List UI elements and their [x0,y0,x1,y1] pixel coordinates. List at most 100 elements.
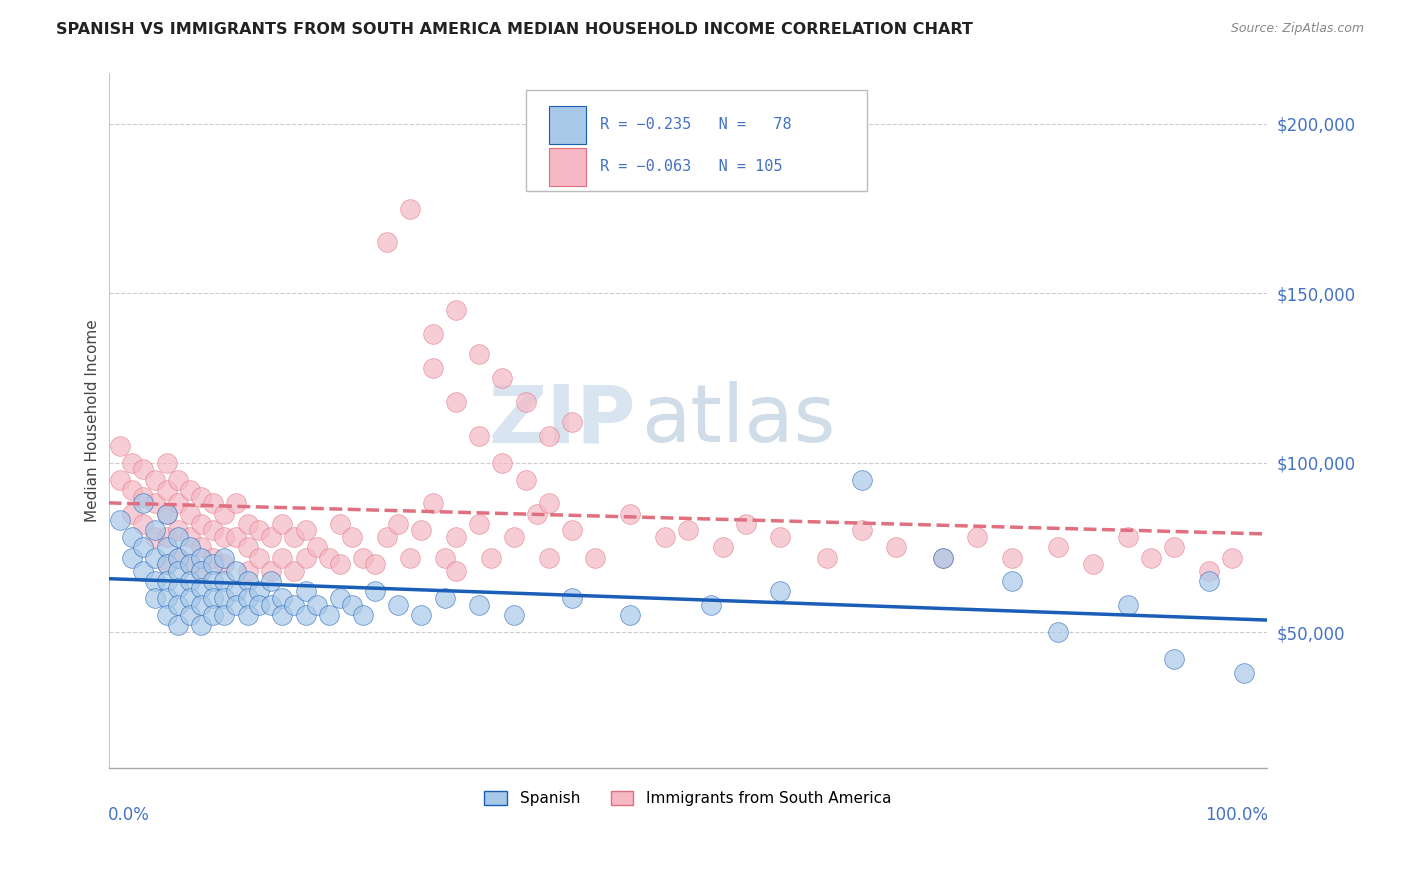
Point [132,564,155,578]
Point [526,507,548,521]
Point [132,541,155,555]
Point [155,558,177,572]
Point [167,581,190,595]
Point [422,360,444,375]
Point [271,516,294,531]
Point [236,608,259,623]
Point [851,524,873,538]
Point [179,591,201,606]
Point [179,558,201,572]
Point [1001,574,1024,589]
Point [167,598,190,612]
Point [294,524,316,538]
Point [143,473,166,487]
Point [444,530,467,544]
Point [340,530,363,544]
Point [515,473,537,487]
Point [201,496,224,510]
Point [260,564,283,578]
Point [110,473,132,487]
Point [190,541,212,555]
Point [214,507,236,521]
Point [179,541,201,555]
Point [422,496,444,510]
Point [1083,558,1105,572]
Point [1047,541,1070,555]
Point [1198,564,1220,578]
Point [236,564,259,578]
Point [364,584,387,599]
Point [201,591,224,606]
FancyBboxPatch shape [526,90,868,191]
Point [132,462,155,476]
Point [247,598,270,612]
Point [468,598,491,612]
Point [769,530,792,544]
Point [167,550,190,565]
Point [121,550,143,565]
Point [143,591,166,606]
Point [769,584,792,599]
Point [619,507,641,521]
Point [190,581,212,595]
Point [491,456,513,470]
Point [201,524,224,538]
Text: atlas: atlas [641,382,835,459]
Point [190,618,212,632]
Point [433,591,456,606]
Point [214,550,236,565]
Point [143,530,166,544]
Point [1001,550,1024,565]
Point [503,608,526,623]
Point [271,591,294,606]
Point [143,574,166,589]
Point [1233,665,1256,680]
Text: SPANISH VS IMMIGRANTS FROM SOUTH AMERICA MEDIAN HOUSEHOLD INCOME CORRELATION CHA: SPANISH VS IMMIGRANTS FROM SOUTH AMERICA… [56,22,973,37]
Point [411,608,433,623]
Point [121,530,143,544]
Point [201,574,224,589]
Point [444,564,467,578]
Point [236,541,259,555]
Point [247,524,270,538]
Point [179,507,201,521]
Point [561,415,583,429]
Point [167,496,190,510]
Point [167,524,190,538]
Point [931,550,953,565]
Point [155,507,177,521]
Point [353,608,375,623]
Point [468,347,491,361]
Point [260,530,283,544]
Point [132,516,155,531]
Point [201,558,224,572]
Point [411,524,433,538]
Point [121,483,143,497]
Point [515,394,537,409]
Point [121,507,143,521]
Point [468,516,491,531]
Point [387,598,409,612]
Point [1116,598,1139,612]
Point [190,564,212,578]
Point [364,558,387,572]
Point [236,591,259,606]
Point [121,456,143,470]
Point [503,530,526,544]
Point [190,564,212,578]
Bar [548,148,586,186]
Point [143,496,166,510]
Point [561,591,583,606]
Point [283,564,305,578]
Text: ZIP: ZIP [488,382,636,459]
Point [201,608,224,623]
Point [815,550,838,565]
Point [167,473,190,487]
Point [236,574,259,589]
Point [179,483,201,497]
Point [537,496,560,510]
Point [190,550,212,565]
Point [619,608,641,623]
Point [132,496,155,510]
Point [179,574,201,589]
